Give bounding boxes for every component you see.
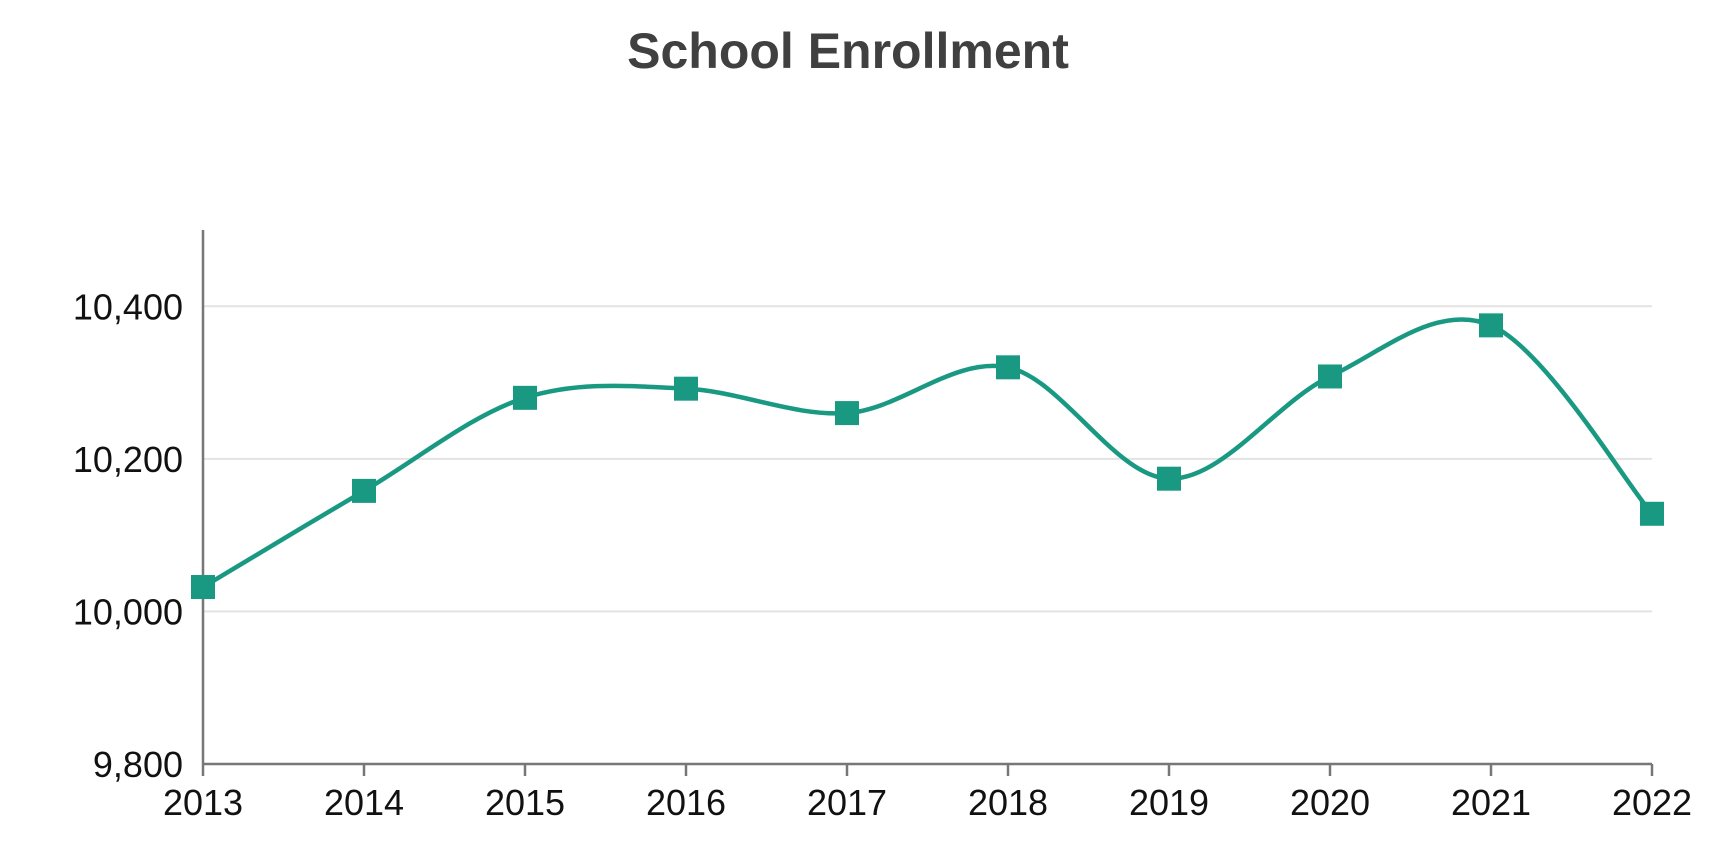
x-tick-label: 2022: [1612, 782, 1692, 823]
x-tick-label: 2016: [646, 782, 726, 823]
data-point-2018: [996, 355, 1020, 380]
data-point-2021: [1479, 313, 1503, 338]
axes: [201, 230, 1654, 776]
x-tick-label: 2013: [163, 782, 243, 823]
y-tick-label: 9,800: [93, 744, 183, 785]
y-axis-tick-labels: 9,800 10,000 10,200 10,400: [73, 286, 183, 785]
chart-title: School Enrollment: [627, 23, 1069, 79]
data-point-2014: [352, 478, 376, 503]
y-tick-label: 10,000: [73, 591, 183, 632]
x-tick-label: 2018: [968, 782, 1048, 823]
data-point-2013: [191, 575, 215, 600]
y-tick-label: 10,200: [73, 439, 183, 480]
data-point-2016: [674, 376, 698, 401]
data-markers: [191, 313, 1664, 600]
data-point-2015: [513, 385, 537, 410]
y-tick-label: 10,400: [73, 286, 183, 327]
grid-lines: [203, 305, 1652, 613]
x-axis-tick-labels: 2013 2014 2015 2016 2017 2018 2019 2020 2021 2022: [163, 782, 1692, 823]
x-tick-label: 2015: [485, 782, 565, 823]
x-tick-label: 2020: [1290, 782, 1370, 823]
data-point-2020: [1318, 364, 1342, 389]
x-tick-label: 2014: [324, 782, 404, 823]
data-point-2022: [1640, 501, 1664, 526]
x-tick-label: 2019: [1129, 782, 1209, 823]
x-tick-label: 2017: [807, 782, 887, 823]
data-point-2017: [835, 401, 859, 426]
data-point-2019: [1157, 466, 1181, 491]
series-layer: [200, 317, 1655, 590]
series-line-0: [200, 317, 1655, 590]
x-tick-label: 2021: [1451, 782, 1531, 823]
